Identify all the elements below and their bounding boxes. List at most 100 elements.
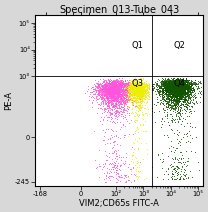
Point bbox=[127, 95, 130, 99]
Point bbox=[169, 87, 172, 90]
Point bbox=[172, 89, 175, 92]
Point bbox=[94, 90, 98, 94]
Point bbox=[114, 88, 118, 91]
Point bbox=[188, 85, 191, 88]
Point bbox=[179, 91, 182, 94]
Point bbox=[135, 89, 138, 92]
Point bbox=[111, 97, 114, 100]
Point bbox=[101, 93, 105, 96]
Point bbox=[172, 83, 175, 86]
Point bbox=[171, 81, 175, 84]
Point bbox=[184, 92, 187, 95]
Point bbox=[170, 81, 173, 85]
Point bbox=[129, 88, 132, 92]
Point bbox=[102, 162, 105, 166]
Point bbox=[128, 82, 131, 85]
Point bbox=[182, 90, 185, 94]
Point bbox=[127, 97, 130, 100]
Point bbox=[114, 133, 118, 136]
Point bbox=[117, 175, 121, 178]
Point bbox=[174, 87, 177, 90]
Point bbox=[171, 95, 175, 99]
Point bbox=[156, 91, 160, 95]
Point bbox=[172, 106, 175, 110]
Point bbox=[108, 82, 111, 85]
Point bbox=[140, 93, 144, 97]
Point bbox=[114, 88, 117, 92]
Point bbox=[119, 82, 123, 86]
Point bbox=[108, 94, 111, 98]
Point bbox=[171, 82, 174, 85]
Point bbox=[141, 110, 144, 113]
Point bbox=[165, 82, 168, 86]
Point bbox=[116, 77, 119, 81]
Point bbox=[176, 92, 180, 95]
Point bbox=[135, 89, 138, 92]
Point bbox=[171, 93, 175, 97]
Point bbox=[121, 98, 125, 101]
Point bbox=[128, 113, 131, 117]
Point bbox=[164, 169, 168, 173]
Point bbox=[107, 86, 110, 89]
Point bbox=[135, 90, 138, 94]
Point bbox=[115, 84, 118, 88]
Point bbox=[169, 86, 172, 90]
Point bbox=[99, 91, 103, 94]
Point bbox=[162, 84, 165, 87]
Point bbox=[182, 91, 186, 95]
Point bbox=[171, 88, 174, 91]
Point bbox=[141, 88, 145, 92]
Point bbox=[179, 96, 183, 99]
Point bbox=[119, 100, 123, 103]
Point bbox=[115, 86, 119, 90]
Point bbox=[172, 86, 175, 89]
Point bbox=[115, 92, 119, 95]
Point bbox=[182, 85, 186, 88]
Point bbox=[106, 92, 109, 95]
Point bbox=[179, 85, 182, 88]
Point bbox=[143, 93, 146, 96]
Point bbox=[134, 82, 137, 85]
Point bbox=[160, 85, 163, 88]
Point bbox=[132, 96, 135, 99]
Point bbox=[109, 91, 113, 94]
Point bbox=[117, 153, 121, 156]
Point bbox=[135, 89, 139, 92]
Point bbox=[181, 87, 184, 90]
Point bbox=[135, 88, 138, 91]
Point bbox=[142, 86, 146, 89]
Point bbox=[181, 80, 185, 84]
Point bbox=[194, 82, 198, 86]
Point bbox=[136, 85, 140, 89]
Point bbox=[111, 92, 114, 96]
Point bbox=[122, 88, 126, 91]
Point bbox=[182, 85, 186, 89]
Point bbox=[134, 80, 138, 84]
Point bbox=[176, 92, 179, 96]
Point bbox=[173, 91, 176, 95]
Point bbox=[166, 89, 170, 92]
Point bbox=[137, 88, 140, 92]
Point bbox=[109, 88, 112, 92]
Point bbox=[167, 97, 170, 100]
Point bbox=[147, 112, 151, 115]
Point bbox=[118, 86, 121, 89]
Point bbox=[103, 93, 106, 97]
Point bbox=[176, 89, 180, 92]
Point bbox=[133, 84, 137, 87]
Point bbox=[107, 90, 110, 93]
Point bbox=[129, 85, 132, 89]
Point bbox=[135, 105, 138, 108]
Point bbox=[175, 82, 178, 85]
Point bbox=[133, 87, 136, 90]
Point bbox=[168, 79, 171, 82]
Point bbox=[123, 93, 126, 96]
Point bbox=[116, 88, 120, 92]
Point bbox=[114, 82, 118, 85]
Point bbox=[97, 89, 100, 93]
Point bbox=[112, 83, 115, 86]
Point bbox=[157, 86, 161, 89]
Point bbox=[121, 99, 124, 102]
Point bbox=[102, 177, 105, 181]
Point bbox=[141, 129, 144, 132]
